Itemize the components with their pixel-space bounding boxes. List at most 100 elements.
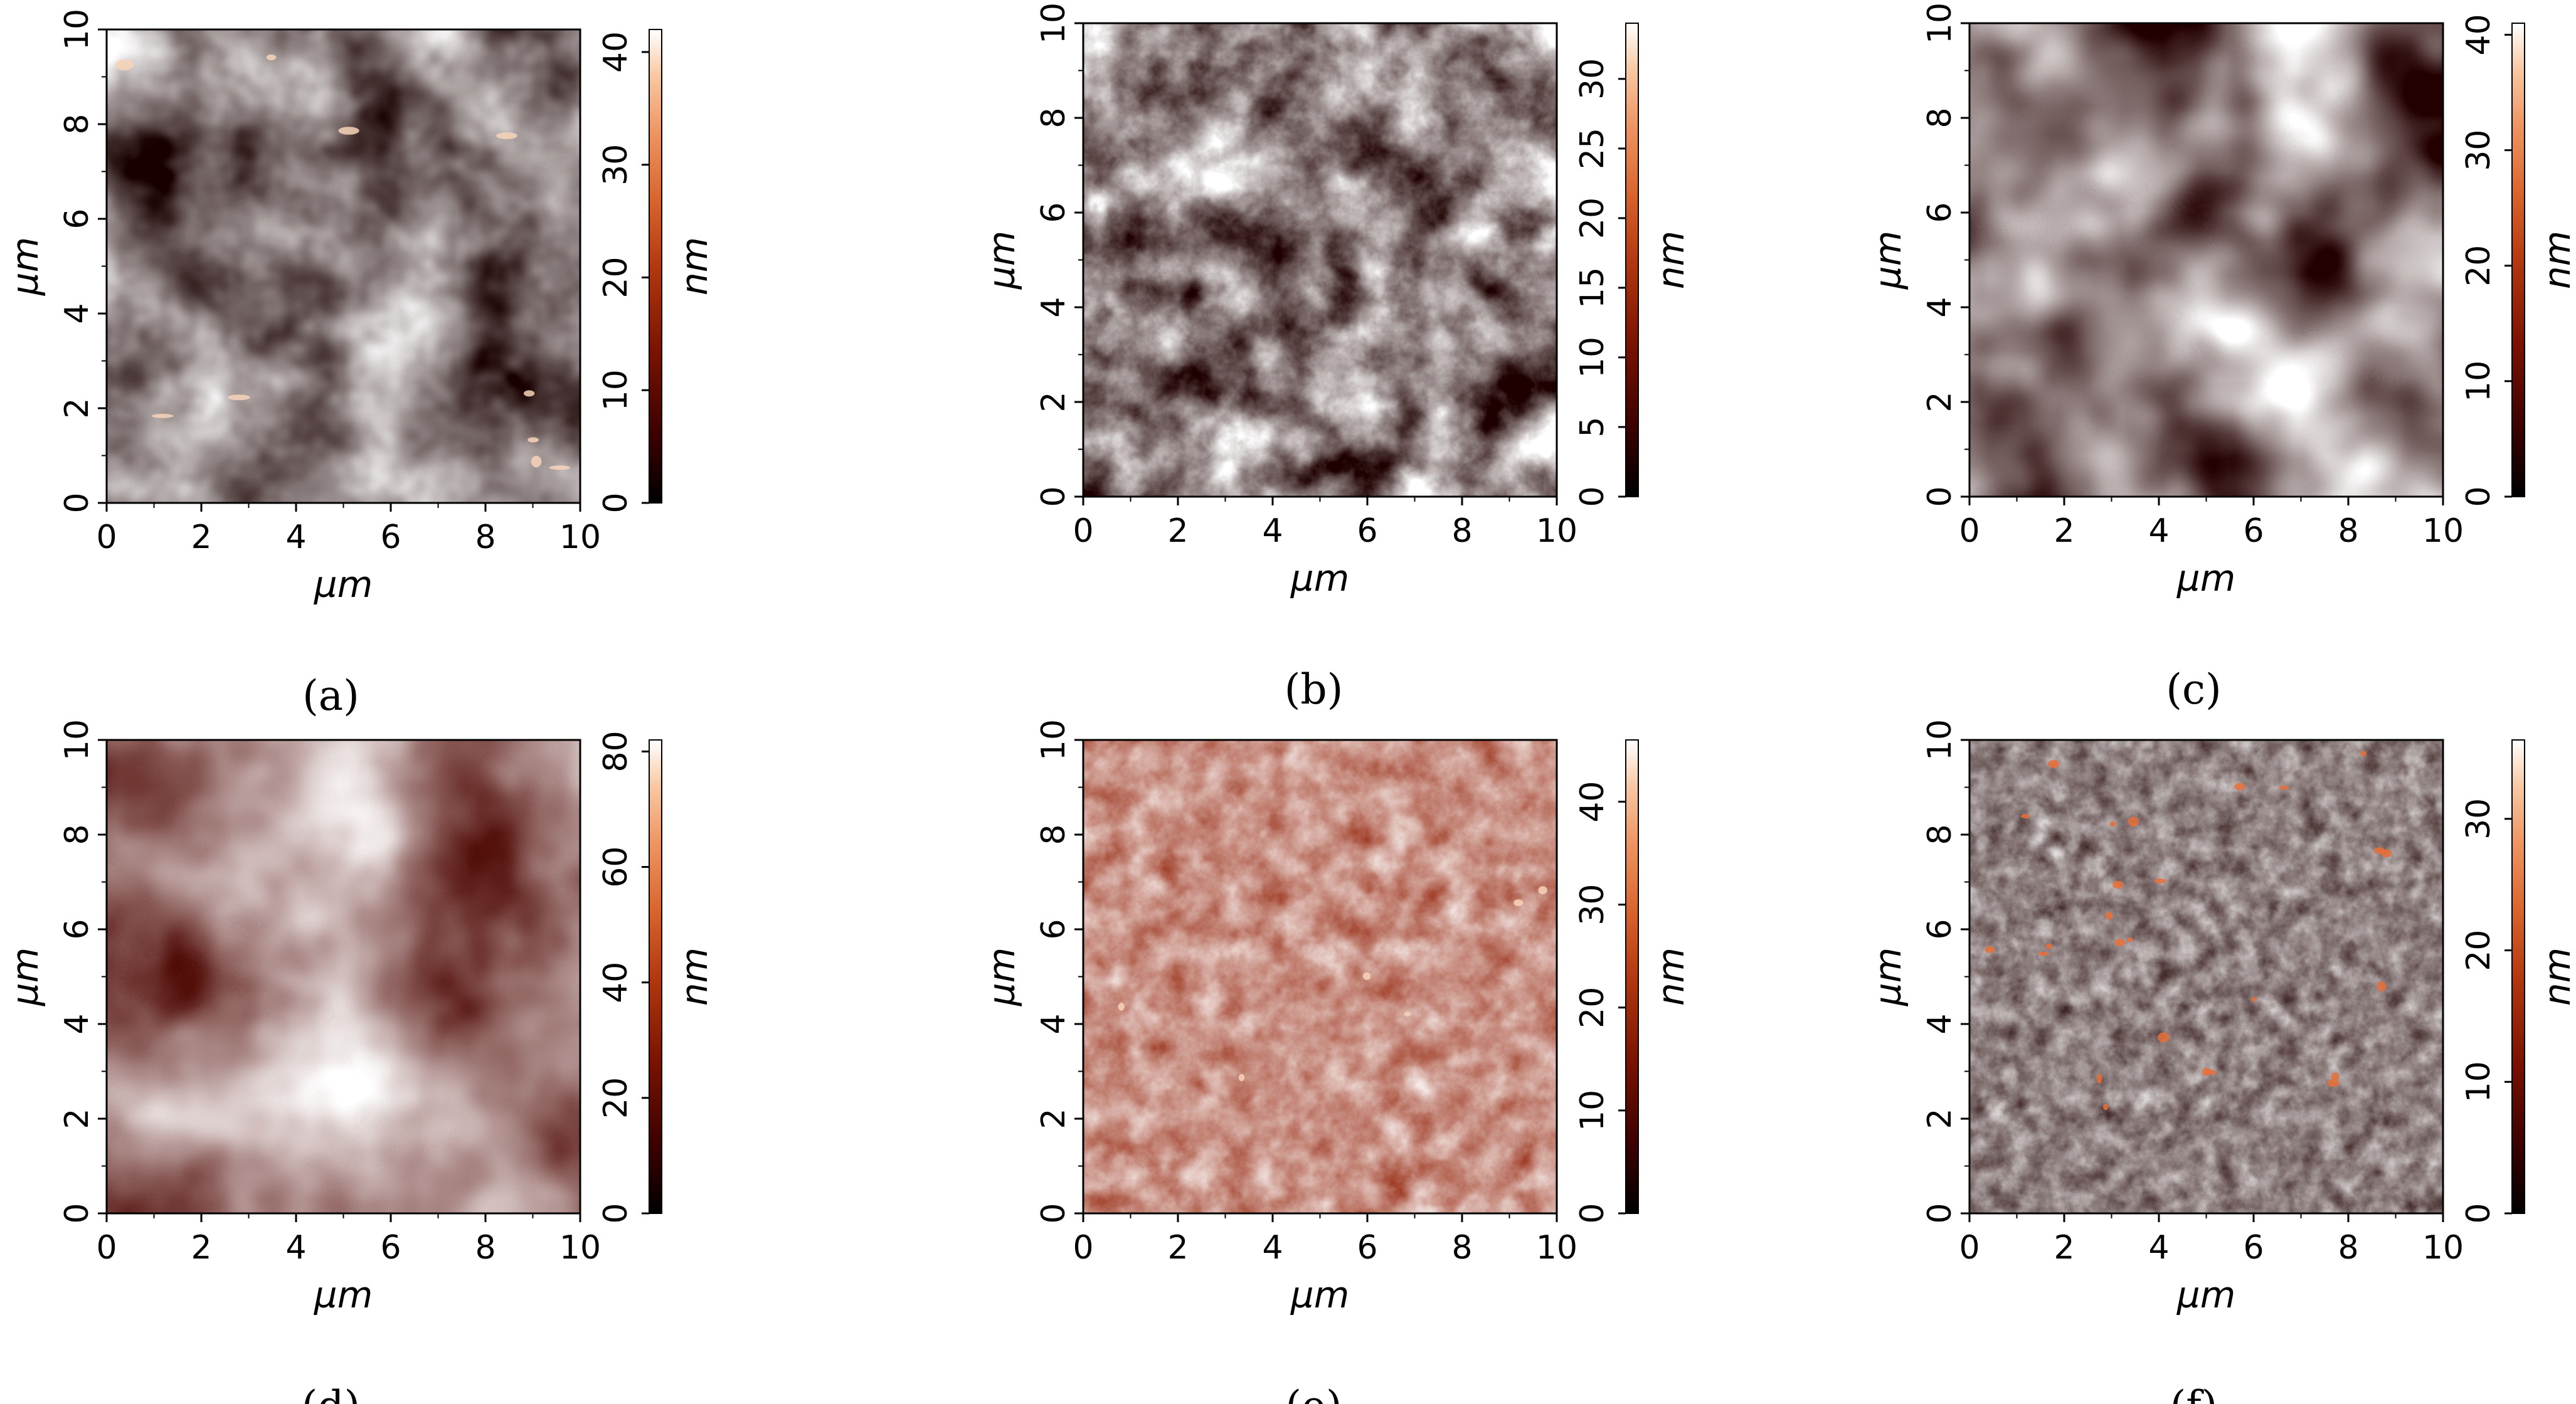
colorbar-tick-label: 20 [2460, 245, 2498, 287]
x-tick-label: 4 [285, 519, 306, 556]
x-tick-label: 0 [96, 519, 117, 556]
x-tick-label: 8 [1451, 512, 1472, 550]
colorbar-label: nm [1650, 947, 1692, 1006]
y-tick-label: 0 [1921, 486, 1959, 507]
colorbar-tick-label: 30 [1574, 58, 1611, 100]
surface-speck [338, 127, 359, 135]
panel-label: (c) [2166, 665, 2221, 714]
surface-speck [2360, 751, 2367, 757]
surface-speck [2102, 1104, 2109, 1111]
x-tick-label: 6 [380, 1229, 401, 1267]
surface-speck [2380, 849, 2392, 858]
x-tick-label: 0 [1073, 512, 1093, 550]
y-tick-label: 8 [1035, 107, 1073, 128]
colorbar-tick-label: 40 [1574, 781, 1611, 822]
surface-speck [2105, 912, 2113, 920]
y-tick-label: 0 [58, 492, 96, 513]
colorbar-label: nm [1650, 231, 1692, 289]
y-tick-label: 8 [58, 113, 96, 134]
colorbar-tick-label: 15 [1574, 267, 1611, 309]
surface-speck [1985, 946, 1995, 953]
y-tick-label: 10 [1035, 719, 1073, 761]
surface-speck [2045, 943, 2053, 949]
colorbar [649, 29, 662, 504]
x-tick-label: 10 [1536, 512, 1577, 550]
x-tick-label: 0 [1073, 1229, 1093, 1267]
surface-speck [531, 455, 542, 468]
surface-speck [1404, 1011, 1411, 1016]
colorbar-tick-label: 10 [1574, 1090, 1611, 1131]
colorbar-label: nm [673, 947, 716, 1006]
y-tick-label: 4 [1035, 297, 1073, 317]
surface-speck [151, 413, 174, 418]
height-map [1083, 23, 1557, 497]
y-tick-label: 6 [58, 919, 96, 939]
y-axis-title: µm [1867, 947, 1909, 1006]
colorbar-tick-label: 0 [1574, 1203, 1611, 1223]
surface-speck [523, 390, 535, 397]
colorbar-tick-label: 40 [2460, 14, 2498, 55]
x-tick-label: 4 [1262, 1229, 1283, 1267]
colorbar-tick-label: 20 [1574, 987, 1611, 1028]
surface-speck [1118, 1003, 1125, 1011]
y-tick-label: 4 [1035, 1013, 1073, 1034]
x-tick-label: 2 [1167, 512, 1188, 550]
x-tick-label: 8 [2338, 1229, 2358, 1267]
surface-speck [228, 394, 250, 401]
y-tick-label: 0 [1921, 1203, 1959, 1223]
height-map [1969, 740, 2443, 1213]
y-tick-label: 2 [1035, 1108, 1073, 1129]
colorbar-tick-label: 60 [597, 846, 635, 887]
y-tick-label: 2 [1035, 391, 1073, 412]
x-tick-label: 2 [191, 1229, 211, 1267]
colorbar [1625, 23, 1639, 497]
x-tick-label: 10 [2422, 1229, 2464, 1267]
y-tick-label: 8 [1035, 824, 1073, 845]
colorbar-label: nm [2536, 947, 2576, 1006]
x-tick-label: 10 [2422, 512, 2464, 550]
x-tick-label: 6 [2243, 1229, 2264, 1267]
colorbar [1625, 739, 1639, 1214]
y-axis-title: µm [4, 947, 46, 1006]
colorbar-tick-label: 30 [597, 144, 635, 186]
y-tick-label: 8 [58, 824, 96, 845]
surface-speck [2158, 1032, 2170, 1043]
x-tick-label: 6 [380, 519, 401, 556]
panel-label: (e) [1285, 1382, 1342, 1404]
y-tick-label: 0 [1035, 1203, 1073, 1223]
x-tick-label: 8 [475, 1229, 496, 1267]
y-tick-label: 4 [1921, 1013, 1959, 1034]
y-tick-label: 2 [58, 1108, 96, 1129]
y-tick-label: 6 [1035, 202, 1073, 223]
x-axis-title: µm [1290, 557, 1349, 599]
colorbar-tick-label: 10 [1574, 337, 1611, 378]
colorbar-tick-label: 40 [597, 31, 635, 73]
y-tick-label: 10 [58, 9, 96, 50]
afm-panel: 0 2 4 6 8 10 0 2 4 6 8 10 µm µm 0 10 20 30 40 nm (e) [980, 719, 1692, 1404]
colorbar-tick-label: 25 [1574, 128, 1611, 169]
colorbar-tick-label: 20 [1574, 198, 1611, 239]
panel-label: (a) [302, 672, 359, 720]
colorbar-tick-label: 0 [1574, 486, 1611, 507]
surface-speck [115, 59, 134, 71]
surface-speck [2128, 816, 2139, 827]
x-axis-title: µm [2176, 557, 2235, 599]
y-tick-label: 6 [58, 208, 96, 229]
x-tick-label: 2 [191, 519, 211, 556]
x-tick-label: 8 [1451, 1229, 1472, 1267]
colorbar-tick-label: 20 [597, 1077, 635, 1119]
colorbar-tick-label: 5 [1574, 416, 1611, 437]
x-axis-title: µm [314, 563, 373, 606]
colorbar-label: nm [673, 237, 716, 295]
height-map [107, 29, 580, 503]
y-tick-label: 2 [1921, 1108, 1959, 1129]
x-tick-label: 8 [2338, 512, 2358, 550]
y-tick-label: 10 [58, 719, 96, 761]
x-tick-label: 2 [2054, 1229, 2074, 1267]
surface-speck [2096, 1074, 2102, 1084]
colorbar-tick-label: 10 [597, 369, 635, 411]
panel-label: (d) [302, 1382, 361, 1404]
x-tick-label: 4 [2148, 1229, 2169, 1267]
x-tick-label: 6 [1357, 1229, 1377, 1267]
